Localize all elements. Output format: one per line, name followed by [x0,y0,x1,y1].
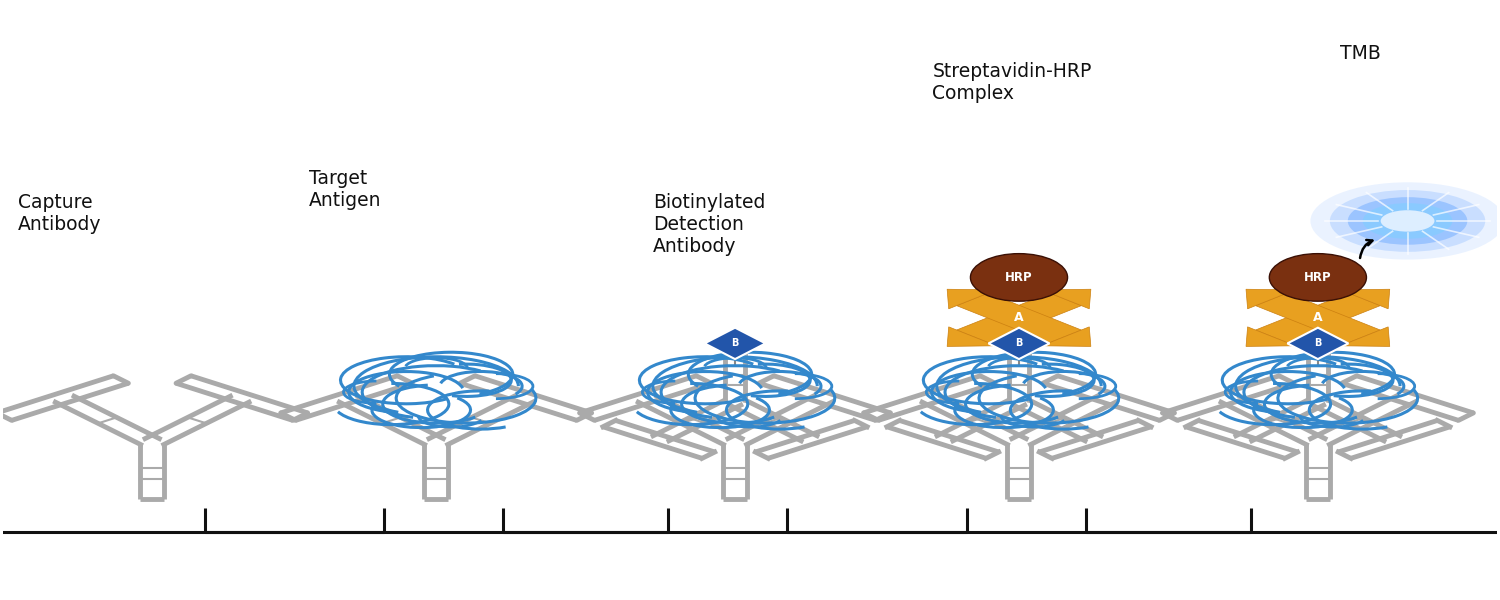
Polygon shape [1233,399,1326,442]
Polygon shape [726,395,834,446]
Polygon shape [957,293,1082,343]
Polygon shape [53,395,162,446]
Bar [1306,443,1330,499]
Polygon shape [1341,289,1389,309]
Polygon shape [1246,327,1294,346]
Polygon shape [1341,376,1473,421]
Polygon shape [338,395,446,446]
Polygon shape [957,293,1082,343]
Circle shape [1380,210,1434,232]
Text: Biotinylated
Detection
Antibody: Biotinylated Detection Antibody [652,193,765,256]
Bar [724,353,746,401]
Polygon shape [1246,289,1294,309]
Polygon shape [1308,395,1418,446]
Polygon shape [705,328,765,359]
Polygon shape [1010,395,1118,446]
Text: A: A [1014,311,1025,325]
Text: HRP: HRP [1304,271,1332,284]
Polygon shape [1042,376,1174,421]
Circle shape [1311,182,1500,260]
Polygon shape [756,421,867,458]
Polygon shape [864,376,994,421]
Polygon shape [1341,327,1389,346]
Text: B: B [1016,338,1023,349]
Polygon shape [460,376,591,421]
Polygon shape [1256,293,1380,343]
Text: TMB: TMB [1341,44,1382,64]
Polygon shape [427,395,536,446]
Text: A: A [1312,311,1323,325]
Polygon shape [280,376,412,421]
Bar [424,443,448,499]
Polygon shape [142,395,250,446]
Polygon shape [988,328,1050,359]
Polygon shape [886,421,999,458]
Ellipse shape [1269,254,1366,301]
Polygon shape [0,376,129,421]
Polygon shape [1220,395,1328,446]
Polygon shape [1162,376,1294,421]
Polygon shape [728,399,819,442]
Polygon shape [1310,399,1402,442]
Polygon shape [1185,421,1298,458]
Bar [141,443,164,499]
Circle shape [1348,197,1467,245]
Circle shape [1362,203,1452,239]
Ellipse shape [970,254,1068,301]
Polygon shape [1041,327,1090,346]
Polygon shape [759,376,891,421]
Polygon shape [1256,293,1380,343]
Bar [1308,353,1328,401]
Polygon shape [946,289,996,309]
Polygon shape [1041,289,1090,309]
Polygon shape [651,399,742,442]
Circle shape [1330,190,1485,252]
Polygon shape [176,376,308,421]
Polygon shape [934,399,1028,442]
Text: Target
Antigen: Target Antigen [309,169,381,210]
Polygon shape [579,376,711,421]
Bar [723,443,747,499]
Polygon shape [636,395,744,446]
Bar [1007,443,1031,499]
Text: B: B [1314,338,1322,349]
Polygon shape [920,395,1029,446]
Polygon shape [1011,399,1102,442]
Polygon shape [1040,421,1150,458]
Text: B: B [732,338,738,349]
Polygon shape [946,327,996,346]
Text: HRP: HRP [1005,271,1034,284]
Bar [1010,353,1029,401]
Polygon shape [603,421,715,458]
Text: Streptavidin-HRP
Complex: Streptavidin-HRP Complex [933,62,1092,103]
Polygon shape [1287,328,1348,359]
Polygon shape [1338,421,1450,458]
Text: Capture
Antibody: Capture Antibody [18,193,101,234]
